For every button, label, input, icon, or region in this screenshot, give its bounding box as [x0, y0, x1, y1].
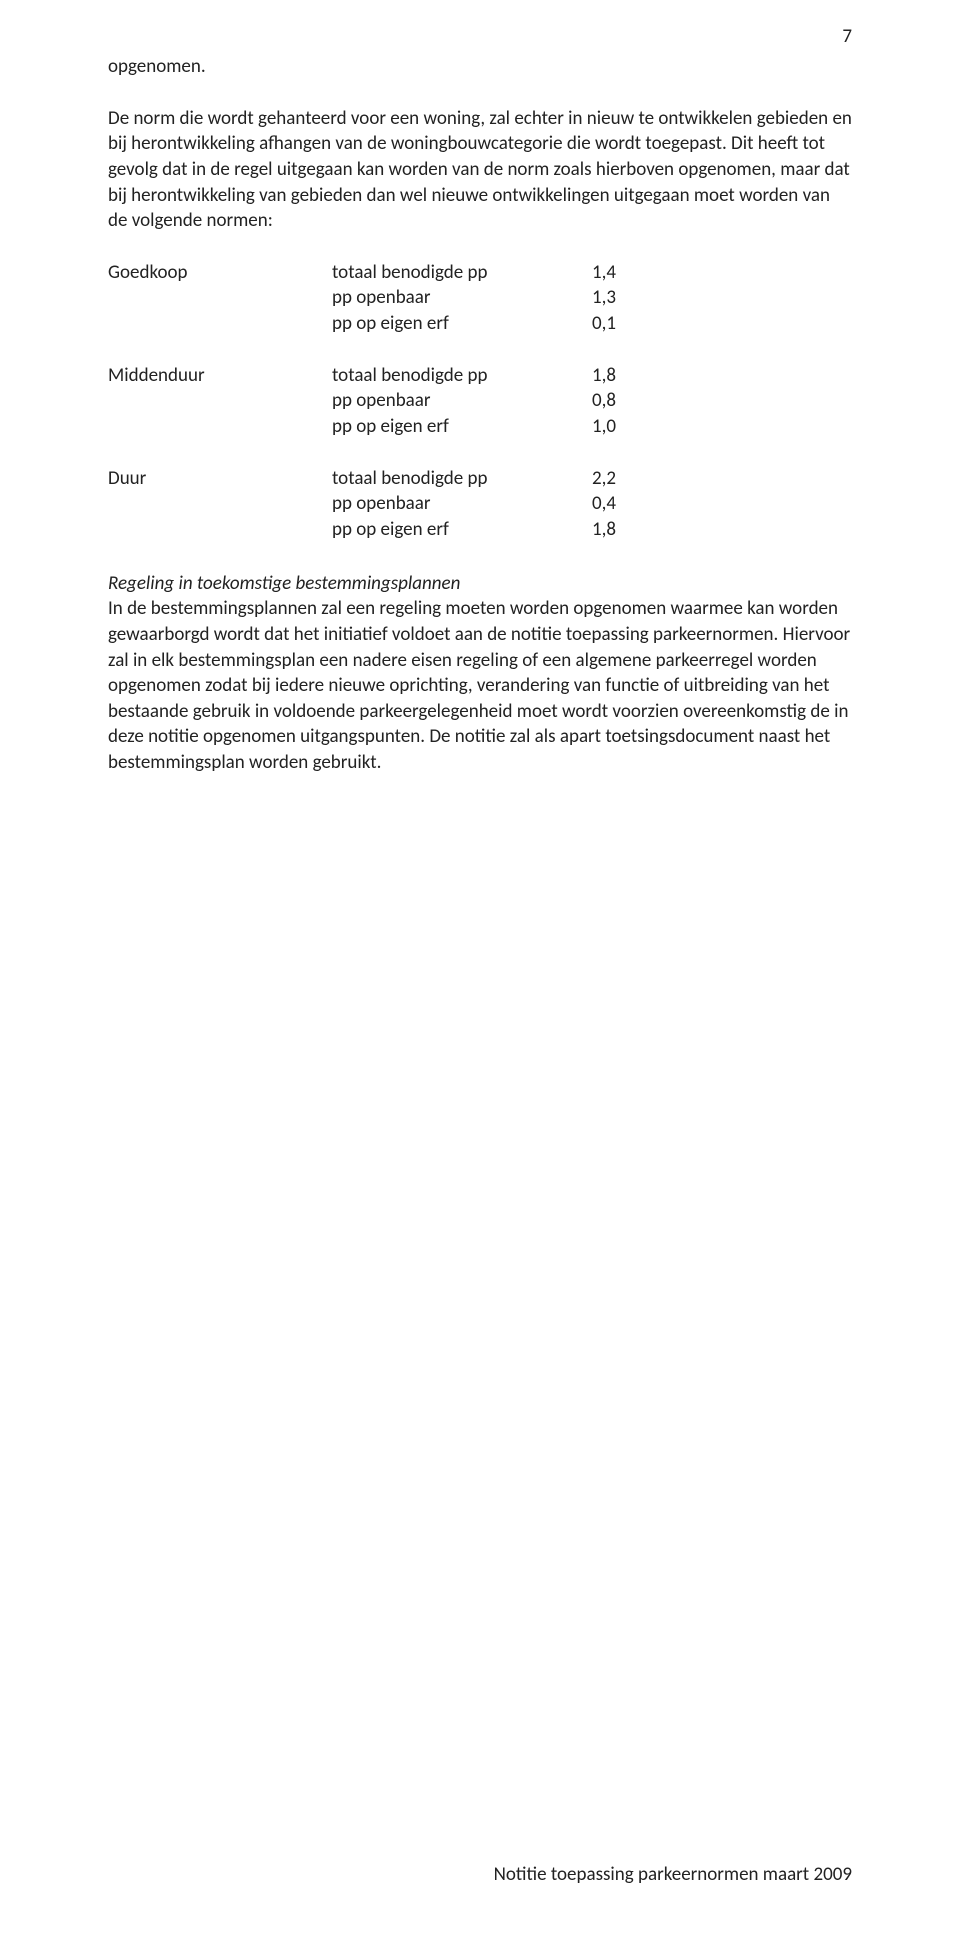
norm-label: totaal benodigde pp: [332, 466, 592, 492]
norm-group-middenduur: Middenduur totaal benodigde pp 1,8 pp op…: [108, 363, 852, 440]
page-footer: Notitie toepassing parkeernormen maart 2…: [494, 1862, 852, 1888]
norm-value: 1,4: [592, 260, 652, 286]
norm-group-goedkoop: Goedkoop totaal benodigde pp 1,4 pp open…: [108, 260, 852, 337]
norm-label: pp openbaar: [332, 491, 592, 517]
norm-value: 1,3: [592, 285, 652, 311]
norm-label: pp op eigen erf: [332, 414, 592, 440]
norm-value: 0,8: [592, 388, 652, 414]
norm-label: totaal benodigde pp: [332, 260, 592, 286]
norms-table: Goedkoop totaal benodigde pp 1,4 pp open…: [108, 260, 852, 543]
norm-value: 1,0: [592, 414, 652, 440]
norm-value: 1,8: [592, 517, 652, 543]
norm-label: pp openbaar: [332, 388, 592, 414]
norm-label: pp op eigen erf: [332, 311, 592, 337]
section-paragraph: Regeling in toekomstige bestemmingsplann…: [108, 571, 852, 776]
norm-label: totaal benodigde pp: [332, 363, 592, 389]
page-number: 7: [842, 24, 852, 50]
norm-value: 0,1: [592, 311, 652, 337]
paragraph-1: De norm die wordt gehanteerd voor een wo…: [108, 106, 852, 234]
paragraph-2: In de bestemmingsplannen zal een regelin…: [108, 597, 850, 774]
norm-category: Goedkoop: [108, 260, 332, 286]
norm-value: 2,2: [592, 466, 652, 492]
norm-value: 0,4: [592, 491, 652, 517]
norm-group-duur: Duur totaal benodigde pp 2,2 pp openbaar…: [108, 466, 852, 543]
norm-label: pp op eigen erf: [332, 517, 592, 543]
norm-category: Duur: [108, 466, 332, 492]
norm-label: pp openbaar: [332, 285, 592, 311]
norm-category: Middenduur: [108, 363, 332, 389]
intro-fragment: opgenomen.: [108, 54, 852, 80]
section-heading: Regeling in toekomstige bestemmingsplann…: [108, 572, 460, 595]
norm-value: 1,8: [592, 363, 652, 389]
